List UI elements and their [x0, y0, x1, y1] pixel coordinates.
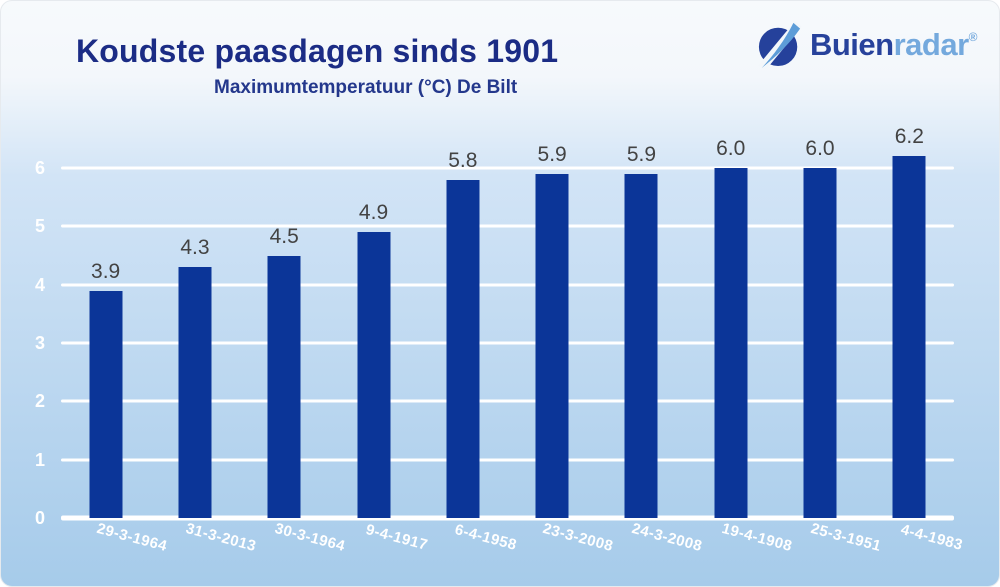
logo-wordmark: Buienradar®	[809, 26, 978, 62]
bar-value-label: 5.9	[626, 142, 657, 166]
x-tick-label: 25-3-1951	[808, 519, 883, 556]
bar-band: 6.0 25-3-1951	[775, 138, 883, 555]
x-tick-label: 9-4-1917	[363, 521, 430, 554]
bar-band: 5.9 24-3-2008	[597, 144, 704, 555]
x-tick-label: 31-3-2013	[183, 519, 258, 556]
chart-subtitle: Maximumtemperatuur (°C) De Bilt	[214, 77, 518, 98]
bar	[624, 173, 658, 518]
x-tick-label: 30-3-1964	[273, 519, 348, 556]
chart-title: Koudste paasdagen sinds 1901	[76, 33, 559, 69]
y-tick-label: 3	[34, 333, 45, 353]
gridline	[61, 224, 954, 228]
gridline	[61, 166, 954, 170]
bar	[446, 179, 480, 518]
bar-value-label: 5.8	[448, 148, 478, 172]
y-tick-label: 0	[34, 508, 45, 528]
gridline	[61, 458, 954, 462]
bar	[178, 267, 212, 518]
registered-mark: ®	[968, 29, 978, 44]
bar-value-label: 4.3	[180, 236, 210, 260]
bar-chart: 0 1 2 3 4 5 6 3.9 29-3-1964 4.3 31-3-2013 4.5 30-3-1…	[35, 126, 965, 555]
x-tick-label: 4-4-1983	[899, 521, 965, 554]
bar-band: 4.9 9-4-1917	[329, 168, 429, 554]
buienradar-logo: Buienradar®	[757, 19, 978, 69]
y-tick-label: 4	[34, 274, 45, 295]
y-tick-label: 5	[34, 216, 45, 237]
bar-value-label: 6.2	[894, 125, 924, 149]
bar-value-label: 4.9	[358, 201, 389, 225]
x-tick-label: 6-4-1958	[452, 521, 519, 554]
gridline	[61, 515, 954, 521]
gridline	[61, 399, 954, 403]
bar	[714, 168, 748, 518]
bar	[357, 232, 391, 518]
x-tick-label: 19-4-1908	[719, 519, 794, 556]
bar-value-label: 3.9	[91, 259, 121, 283]
bar-band: 4.5 30-3-1964	[240, 168, 347, 555]
bar-band: 4.3 31-3-2013	[150, 168, 258, 555]
bar-band: 3.9 29-3-1964	[61, 168, 169, 555]
y-tick-label: 2	[34, 391, 45, 412]
bar	[892, 156, 926, 518]
bar-band: 5.8 6-4-1958	[418, 150, 518, 554]
bar-band: 5.9 23-3-2008	[507, 144, 615, 555]
x-tick-label: 29-3-1964	[94, 519, 169, 556]
radar-beam-icon	[757, 19, 803, 69]
bar	[267, 255, 301, 518]
bar-band: 6.2 4-4-1983	[865, 126, 965, 554]
x-tick-label: 23-3-2008	[541, 519, 616, 556]
y-tick-label: 1	[34, 449, 45, 470]
bar	[803, 168, 837, 518]
bar-value-label: 6.0	[716, 137, 746, 160]
bar-value-label: 5.9	[537, 142, 567, 166]
bar-value-label: 4.5	[269, 224, 299, 248]
bar-band: 6.0 19-4-1908	[686, 138, 794, 555]
x-tick-label: 24-3-2008	[630, 519, 705, 556]
gridline	[61, 283, 954, 287]
gridline	[61, 341, 954, 345]
bar	[89, 290, 123, 518]
y-tick-label: 6	[34, 158, 45, 178]
bar-value-label: 6.0	[805, 137, 835, 160]
bar	[535, 173, 569, 518]
bar-series: 3.9 29-3-1964 4.3 31-3-2013 4.5 30-3-1964 4.9 9…	[61, 126, 965, 555]
